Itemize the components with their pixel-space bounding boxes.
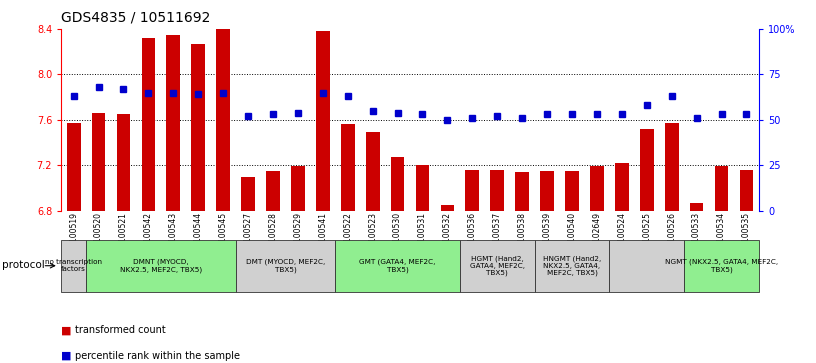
Bar [534, 240, 610, 292]
Bar [291, 166, 304, 211]
Bar [565, 171, 579, 211]
Bar [441, 205, 455, 211]
Text: HGMT (Hand2,
GATA4, MEF2C,
TBX5): HGMT (Hand2, GATA4, MEF2C, TBX5) [470, 256, 525, 276]
Text: NGMT (NKX2.5, GATA4, MEF2C,
TBX5): NGMT (NKX2.5, GATA4, MEF2C, TBX5) [665, 259, 778, 273]
Bar [590, 166, 604, 211]
Text: protocol: protocol [2, 260, 44, 270]
Bar [540, 171, 554, 211]
Bar [465, 170, 479, 211]
Bar [242, 176, 255, 211]
Bar [86, 240, 236, 292]
Bar [216, 29, 230, 211]
Text: no transcription
factors: no transcription factors [45, 260, 102, 272]
Bar [739, 170, 753, 211]
Bar [91, 113, 105, 211]
Bar [690, 203, 703, 211]
Text: DMNT (MYOCD,
NKX2.5, MEF2C, TBX5): DMNT (MYOCD, NKX2.5, MEF2C, TBX5) [120, 259, 202, 273]
Bar [391, 157, 405, 211]
Bar [610, 240, 684, 292]
Bar [316, 31, 330, 211]
Bar [615, 163, 628, 211]
Bar [67, 123, 81, 211]
Bar [192, 44, 205, 211]
Bar [335, 240, 460, 292]
Text: transformed count: transformed count [75, 325, 166, 335]
Bar [490, 170, 504, 211]
Bar [266, 171, 280, 211]
Bar [516, 172, 529, 211]
Bar [715, 166, 729, 211]
Bar [117, 114, 131, 211]
Bar [415, 165, 429, 211]
Bar [61, 240, 86, 292]
Bar [141, 38, 155, 211]
Text: GDS4835 / 10511692: GDS4835 / 10511692 [61, 11, 211, 25]
Text: ■: ■ [61, 351, 72, 361]
Bar [366, 132, 379, 211]
Text: DMT (MYOCD, MEF2C,
TBX5): DMT (MYOCD, MEF2C, TBX5) [246, 259, 325, 273]
Text: percentile rank within the sample: percentile rank within the sample [75, 351, 240, 361]
Bar [460, 240, 534, 292]
Text: ■: ■ [61, 325, 72, 335]
Bar [166, 35, 180, 211]
Text: HNGMT (Hand2,
NKX2.5, GATA4,
MEF2C, TBX5): HNGMT (Hand2, NKX2.5, GATA4, MEF2C, TBX5… [543, 256, 601, 276]
Bar [640, 129, 654, 211]
Bar [236, 240, 335, 292]
Bar [684, 240, 759, 292]
Bar [341, 125, 355, 211]
Bar [665, 123, 679, 211]
Text: GMT (GATA4, MEF2C,
TBX5): GMT (GATA4, MEF2C, TBX5) [359, 259, 436, 273]
